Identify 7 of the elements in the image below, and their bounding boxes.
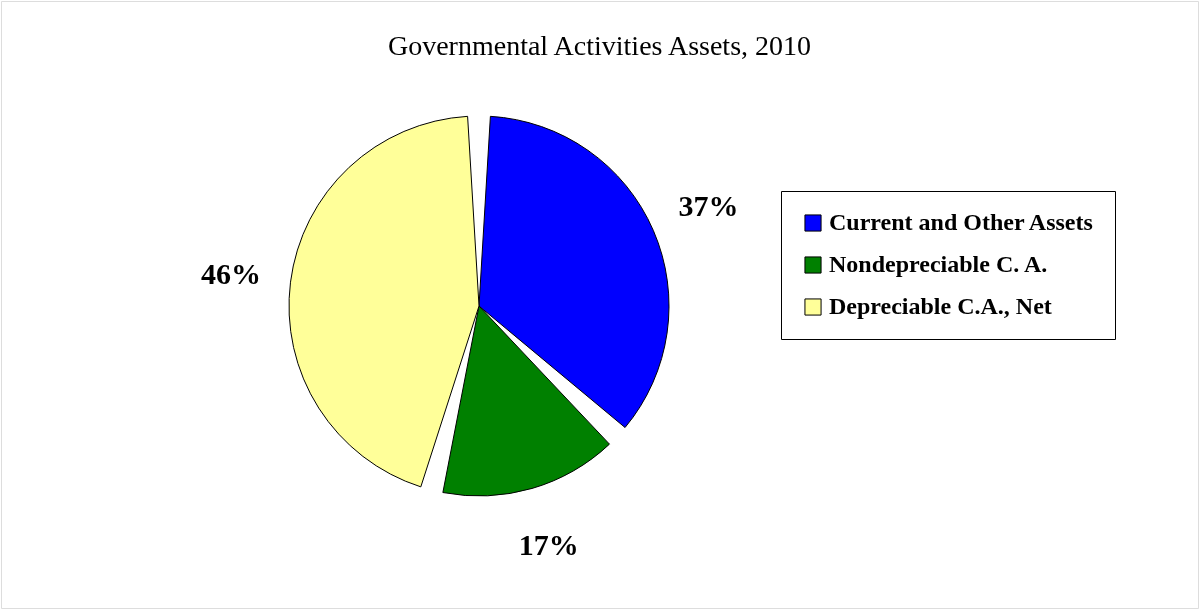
data-label: 17% — [518, 528, 579, 562]
legend-label: Depreciable C.A., Net — [829, 293, 1052, 319]
chart-title: Governmental Activities Assets, 2010 — [387, 30, 812, 61]
data-label: 37% — [678, 188, 739, 222]
data-label: 46% — [200, 256, 261, 290]
legend-label: Current and Other Assets — [829, 209, 1093, 235]
legend-label: Nondepreciable C. A. — [829, 251, 1048, 277]
